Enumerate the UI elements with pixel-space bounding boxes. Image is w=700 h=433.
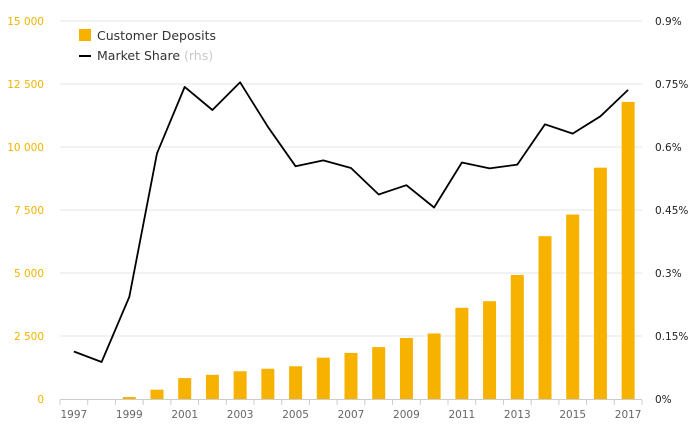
x-tick-label: 2017 — [615, 409, 642, 421]
bar-2017 — [621, 101, 635, 399]
bar-2010 — [427, 333, 441, 399]
x-tick-label: 2011 — [448, 409, 475, 421]
bar-series-customer-deposits — [122, 101, 635, 399]
bar-2000 — [150, 389, 164, 399]
left-tick-label: 0 — [37, 394, 44, 406]
right-tick-label: 0.9% — [655, 16, 682, 28]
left-tick-label: 12 500 — [7, 79, 44, 91]
x-tick-label: 2007 — [338, 409, 365, 421]
left-tick-label: 15 000 — [7, 16, 44, 28]
x-tick-label: 2015 — [559, 409, 586, 421]
bar-2007 — [344, 352, 358, 399]
bar-2006 — [316, 357, 330, 399]
bar-2016 — [593, 167, 607, 399]
bar-2002 — [205, 374, 219, 399]
bar-2013 — [510, 275, 524, 399]
bar-2009 — [399, 338, 413, 399]
gridlines — [60, 20, 642, 337]
left-tick-label: 2 500 — [14, 331, 44, 343]
x-tick-label: 1999 — [116, 409, 143, 421]
bar-2001 — [178, 378, 192, 399]
right-tick-label: 0.45% — [655, 205, 688, 217]
x-tick-label: 2005 — [282, 409, 309, 421]
bar-2003 — [233, 371, 247, 399]
right-tick-label: 0.75% — [655, 79, 688, 91]
bar-2012 — [483, 301, 497, 399]
market-share-line — [73, 81, 629, 363]
x-tick-label: 1997 — [60, 409, 87, 421]
legend-label-customer-deposits: Customer Deposits — [97, 28, 216, 43]
x-tick-label: 2003 — [227, 409, 254, 421]
right-tick-label: 0.6% — [655, 142, 682, 154]
legend-label-market-share: Market Share (rhs) — [97, 48, 213, 63]
legend-label-market-share-name: Market Share — [97, 48, 180, 63]
right-tick-label: 0% — [655, 394, 672, 406]
legend: Customer Deposits Market Share (rhs) — [79, 28, 216, 63]
left-tick-label: 10 000 — [7, 142, 44, 154]
bar-2004 — [261, 368, 275, 399]
bar-2015 — [566, 214, 580, 399]
right-tick-label: 0.3% — [655, 268, 682, 280]
right-tick-label: 0.15% — [655, 331, 688, 343]
x-axis: 1997 1999 2001 2003 2005 2007 2009 2011 2013 2015… — [59, 399, 643, 421]
legend-label-market-share-suffix: (rhs) — [184, 48, 213, 63]
line-series-market-share — [73, 81, 629, 363]
x-tick-label: 2001 — [171, 409, 198, 421]
bar-2008 — [372, 347, 386, 399]
legend-swatch-customer-deposits — [79, 29, 91, 41]
bar-1999 — [122, 396, 136, 399]
left-tick-label: 5 000 — [14, 268, 44, 280]
bar-2014 — [538, 236, 552, 399]
x-tick-label: 2009 — [393, 409, 420, 421]
x-tick-label: 2013 — [504, 409, 531, 421]
bar-2011 — [455, 307, 469, 399]
left-tick-label: 7 500 — [14, 205, 44, 217]
left-axis: 0 2 500 5 000 7 500 10 000 12 500 15 000 — [7, 16, 44, 406]
right-axis: 0% 0.15% 0.3% 0.45% 0.6% 0.75% 0.9% — [655, 16, 688, 406]
bar-2005 — [289, 366, 303, 399]
